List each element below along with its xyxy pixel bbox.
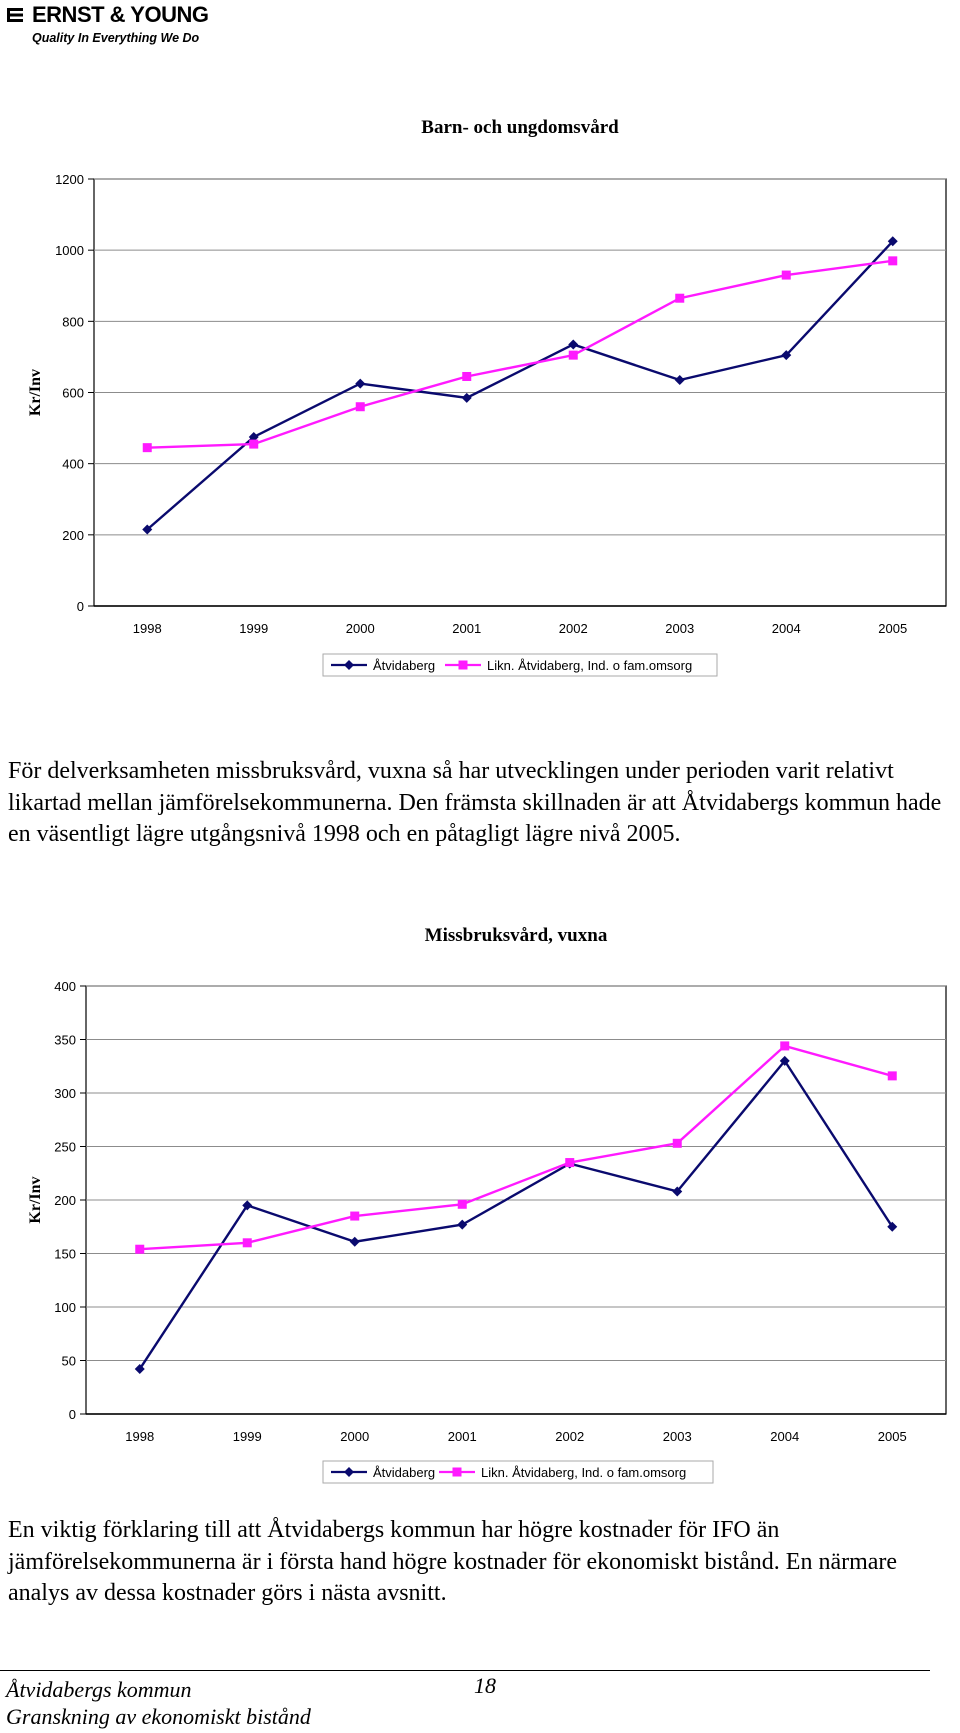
x-tick-label: 2002 (559, 621, 588, 636)
series-line (139, 1044, 893, 1251)
data-point-square (350, 1211, 360, 1221)
data-point-square (887, 1071, 897, 1081)
footer-rule (0, 1670, 930, 1671)
x-tick-label: 1998 (125, 1429, 154, 1444)
chart-title: Barn- och ungdomsvård (421, 117, 619, 138)
y-tick-label: 300 (54, 1086, 76, 1101)
y-tick-label: 1200 (55, 172, 84, 187)
y-tick-label: 350 (54, 1033, 76, 1048)
y-tick-label: 250 (54, 1140, 76, 1155)
data-point-diamond (781, 350, 792, 361)
logo-name: ERNST & YOUNG (32, 2, 209, 27)
x-tick-label: 2005 (878, 621, 907, 636)
legend-label: Åtvidaberg (373, 658, 435, 673)
data-point-diamond (457, 1219, 468, 1230)
series-line (147, 259, 893, 449)
y-axis-label: Kr/Inv (27, 1176, 44, 1223)
data-point-diamond (674, 375, 685, 386)
data-point-diamond (355, 378, 366, 389)
data-point-square (672, 1138, 682, 1148)
data-point-diamond (134, 1364, 145, 1375)
chart-2-svg: Missbruksvård, vuxna 0 50 100 150 200 250 300 35… (27, 925, 947, 1484)
x-tick-label: 2001 (452, 621, 481, 636)
page-number: 18 (474, 1673, 496, 1698)
chart-title: Missbruksvård, vuxna (425, 925, 608, 946)
data-point-square (462, 371, 472, 381)
data-point-diamond (568, 339, 579, 350)
logo-tagline: Quality In Everything We Do (32, 31, 200, 45)
legend-label: Åtvidaberg (373, 1465, 435, 1480)
data-point-diamond (142, 524, 153, 535)
data-point-diamond (248, 431, 259, 442)
legend-marker-diamond (344, 1467, 354, 1477)
x-tick-label: 2004 (770, 1429, 799, 1444)
y-tick-label: 0 (77, 599, 84, 614)
legend-label: Likn. Åtvidaberg, Ind. o fam.omsorg (481, 1465, 686, 1480)
x-tick-label: 1999 (239, 621, 268, 636)
y-tick-label: 200 (54, 1193, 76, 1208)
paragraph-missbruksvard: För delverksamheten missbruksvård, vuxna… (8, 758, 942, 847)
x-tick-label: 2003 (665, 621, 694, 636)
legend-box (322, 1460, 714, 1484)
data-point-diamond (779, 1055, 790, 1066)
y-tick-label: 150 (54, 1247, 76, 1262)
y-tick-label: 600 (62, 386, 84, 401)
x-tick-label: 2001 (448, 1429, 477, 1444)
data-point-square (135, 1244, 145, 1254)
y-tick-label: 400 (62, 457, 84, 472)
x-tick-label: 2000 (340, 1429, 369, 1444)
data-point-square (780, 1041, 790, 1051)
data-point-diamond (349, 1236, 360, 1247)
chart-missbruksvard-vuxna: Missbruksvård, vuxna 0 50 100 150 200 250 300 35… (0, 915, 960, 1490)
data-point-square (888, 256, 898, 266)
y-tick-label: 1000 (55, 243, 84, 258)
y-tick-label: 200 (62, 528, 84, 543)
data-point-square (781, 270, 791, 280)
x-tick-label: 1999 (233, 1429, 262, 1444)
ey-logo-mark-icon (7, 8, 23, 22)
data-point-diamond (672, 1186, 683, 1197)
chart-barn-ungdomsvard: Barn- och ungdomsvård 0 200 400 600 800 1000 12… (0, 95, 960, 685)
x-tick-label: 2005 (878, 1429, 907, 1444)
data-point-square (565, 1158, 575, 1168)
y-tick-label: 400 (54, 979, 76, 994)
data-point-square (457, 1199, 467, 1209)
data-point-square (355, 402, 365, 412)
footer-report-title: Granskning av ekonomiskt bistånd (6, 1704, 311, 1729)
paragraph-ifo-forklaring: En viktig förklaring till att Åtvidaberg… (8, 1517, 898, 1606)
x-tick-label: 1998 (133, 621, 162, 636)
x-tick-label: 2004 (772, 621, 801, 636)
series-line (138, 1058, 894, 1370)
legend-marker-square (452, 1467, 462, 1477)
y-tick-label: 100 (54, 1300, 76, 1315)
legend-box (322, 653, 718, 677)
data-point-square (142, 443, 152, 453)
y-tick-label: 0 (69, 1407, 76, 1422)
data-point-square (568, 350, 578, 360)
legend-label: Likn. Åtvidaberg, Ind. o fam.omsorg (487, 658, 692, 673)
x-tick-label: 2000 (346, 621, 375, 636)
data-point-square (242, 1238, 252, 1248)
legend-marker-diamond (344, 660, 354, 670)
legend-marker-square (458, 660, 468, 670)
data-point-square (675, 293, 685, 303)
y-axis-label: Kr/Inv (27, 369, 44, 416)
footer-organisation: Åtvidabergs kommun (6, 1677, 192, 1702)
y-tick-label: 50 (62, 1354, 76, 1369)
chart-1-svg: Barn- och ungdomsvård 0 200 400 600 800 1000 12… (27, 117, 947, 677)
y-tick-label: 800 (62, 314, 84, 329)
data-point-square (249, 439, 259, 449)
data-point-diamond (461, 392, 472, 403)
data-point-diamond (887, 1221, 898, 1232)
x-tick-label: 2003 (663, 1429, 692, 1444)
data-point-diamond (887, 236, 898, 247)
series-line (146, 240, 894, 531)
data-point-diamond (242, 1200, 253, 1211)
x-tick-label: 2002 (555, 1429, 584, 1444)
